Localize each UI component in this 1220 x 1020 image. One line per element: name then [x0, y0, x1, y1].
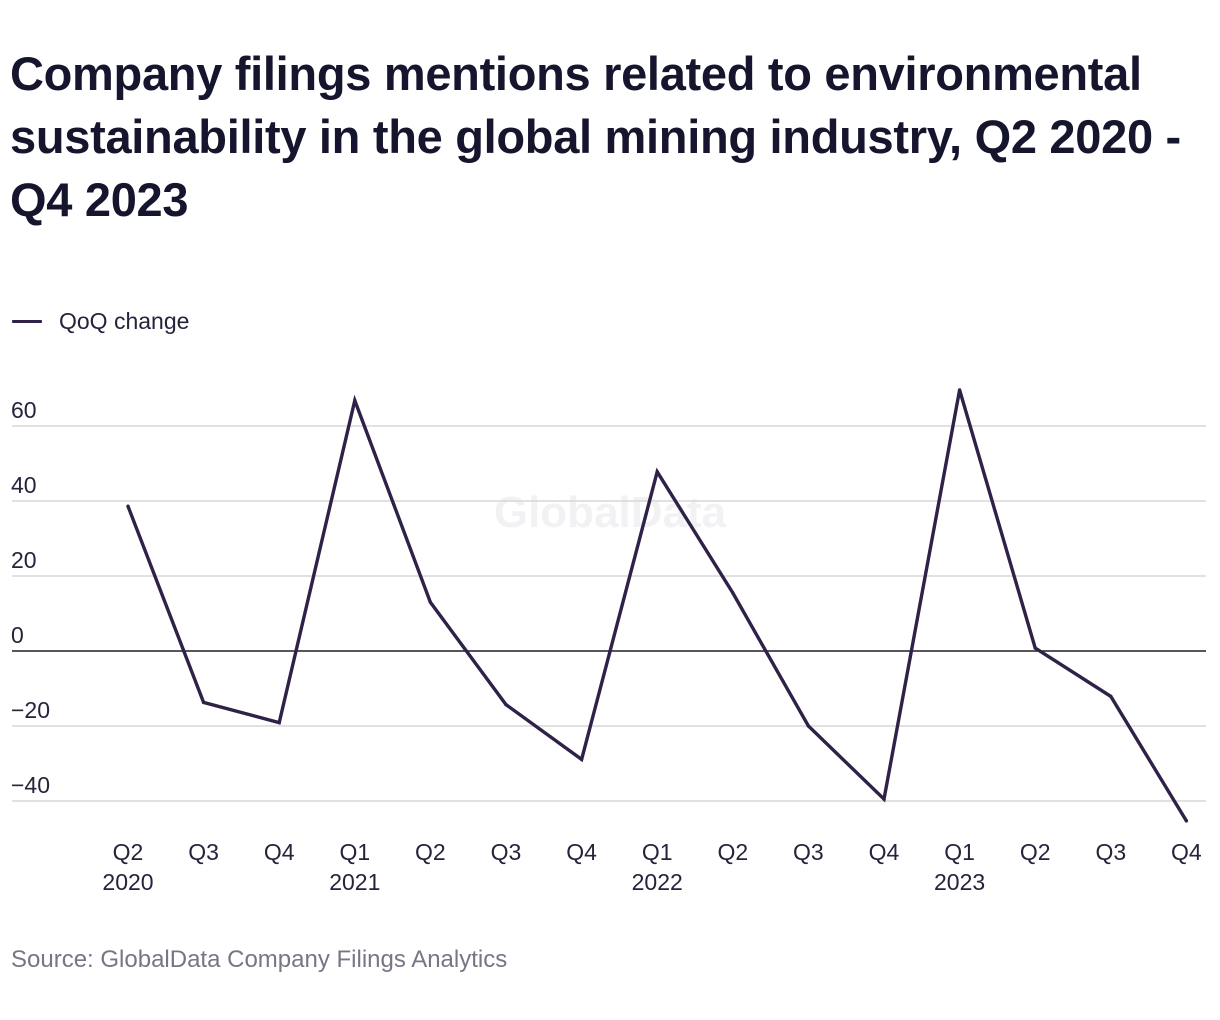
- x-tick-year-label: 2022: [632, 869, 683, 895]
- data-point: [504, 702, 508, 707]
- data-point: [126, 504, 130, 508]
- y-tick-label: 20: [11, 547, 37, 573]
- x-tick-year-label: 2020: [102, 869, 153, 895]
- data-point: [579, 757, 584, 762]
- x-axis-ticks: Q2 2020 Q3 Q4 Q1 2021 Q2 Q3 Q4 Q1 2022 Q2 Q3 Q4 Q1 2023…: [102, 839, 1202, 895]
- data-point: [957, 388, 962, 392]
- x-tick-label: Q1: [642, 839, 673, 865]
- y-tick-label: −20: [11, 697, 50, 723]
- data-point: [1033, 646, 1037, 650]
- series-line: [126, 389, 1188, 822]
- data-point: [428, 600, 433, 604]
- x-tick-year-label: 2021: [329, 869, 380, 895]
- x-tick-label: Q4: [566, 839, 597, 865]
- chart-title: Company filings mentions related to envi…: [10, 47, 1181, 226]
- data-point: [655, 470, 659, 474]
- data-point: [806, 724, 811, 728]
- x-tick-label: Q3: [793, 839, 824, 865]
- y-tick-label: 40: [11, 472, 37, 498]
- grid-lines: [12, 425, 1206, 802]
- x-tick-label: Q4: [1171, 839, 1202, 865]
- x-tick-label: Q3: [491, 839, 522, 865]
- y-tick-label: −40: [11, 772, 50, 798]
- data-point: [731, 591, 735, 595]
- data-point: [882, 797, 886, 801]
- x-tick-year-label: 2023: [934, 869, 985, 895]
- source-note: Source: GlobalData Company Filings Analy…: [11, 946, 508, 973]
- data-point: [353, 398, 357, 403]
- x-tick-label: Q4: [869, 839, 900, 865]
- series-lines: [126, 388, 1189, 823]
- y-tick-label: 0: [11, 622, 24, 648]
- x-tick-label: Q2: [1020, 839, 1051, 865]
- x-tick-label: Q3: [188, 839, 219, 865]
- legend: QoQ change: [12, 306, 189, 336]
- x-tick-label: Q1: [339, 839, 370, 865]
- data-point: [1109, 694, 1113, 699]
- y-tick-label: 60: [11, 397, 37, 423]
- x-tick-label: Q3: [1095, 839, 1126, 865]
- legend-swatch: [12, 319, 42, 323]
- legend-label: QoQ change: [59, 307, 190, 334]
- watermark: GlobalData: [494, 488, 727, 537]
- data-point: [1184, 819, 1189, 823]
- x-tick-label: Q2: [415, 839, 446, 865]
- x-tick-label: Q4: [264, 839, 295, 865]
- data-point: [277, 720, 281, 725]
- y-axis-ticks: 60 40 20 0 −20 −40: [11, 397, 50, 798]
- x-tick-label: Q2: [717, 839, 748, 865]
- x-tick-label: Q2: [113, 839, 144, 865]
- data-point: [201, 700, 206, 705]
- x-tick-label: Q1: [944, 839, 975, 865]
